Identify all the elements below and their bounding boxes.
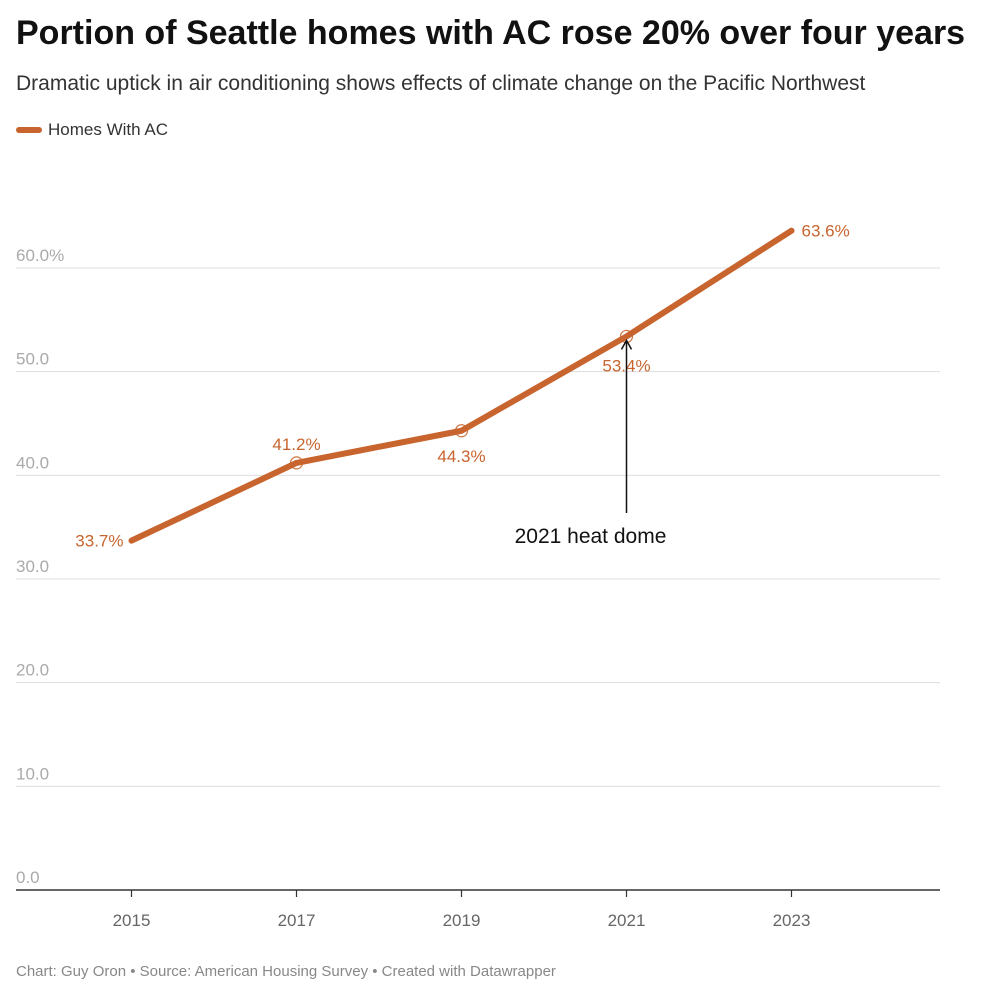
data-point-marker	[454, 424, 469, 438]
series-line-homes-with-ac	[128, 227, 795, 544]
y-tick-label: 20.0	[16, 661, 49, 680]
data-label: 41.2%	[272, 435, 320, 454]
annotation-text: 2021 heat dome	[515, 525, 667, 548]
x-tick-label: 2015	[113, 911, 151, 930]
chart-title: Portion of Seattle homes with AC rose 20…	[16, 14, 966, 52]
y-tick-label: 50.0	[16, 350, 49, 369]
legend-label: Homes With AC	[48, 120, 168, 139]
x-tick-label: 2021	[608, 911, 646, 930]
chart-footer: Chart: Guy Oron • Source: American Housi…	[16, 963, 556, 980]
y-tick-label: 10.0	[16, 764, 49, 783]
annotation-arrow-head	[620, 338, 633, 350]
data-label: 63.6%	[802, 222, 850, 241]
x-tick-label: 2017	[278, 911, 316, 930]
data-label: 44.3%	[437, 447, 485, 466]
x-tick-label: 2019	[443, 911, 481, 930]
x-tick-label: 2023	[773, 911, 811, 930]
data-point-marker	[289, 456, 304, 470]
y-tick-label: 0.0	[16, 868, 40, 887]
chart-subtitle: Dramatic uptick in air conditioning show…	[16, 72, 866, 95]
y-tick-label: 30.0	[16, 557, 49, 576]
y-tick-label: 60.0%	[16, 246, 64, 265]
y-tick-label: 40.0	[16, 453, 49, 472]
legend-swatch	[16, 127, 42, 133]
data-label: 33.7%	[75, 532, 123, 551]
legend: Homes With AC	[16, 120, 168, 140]
